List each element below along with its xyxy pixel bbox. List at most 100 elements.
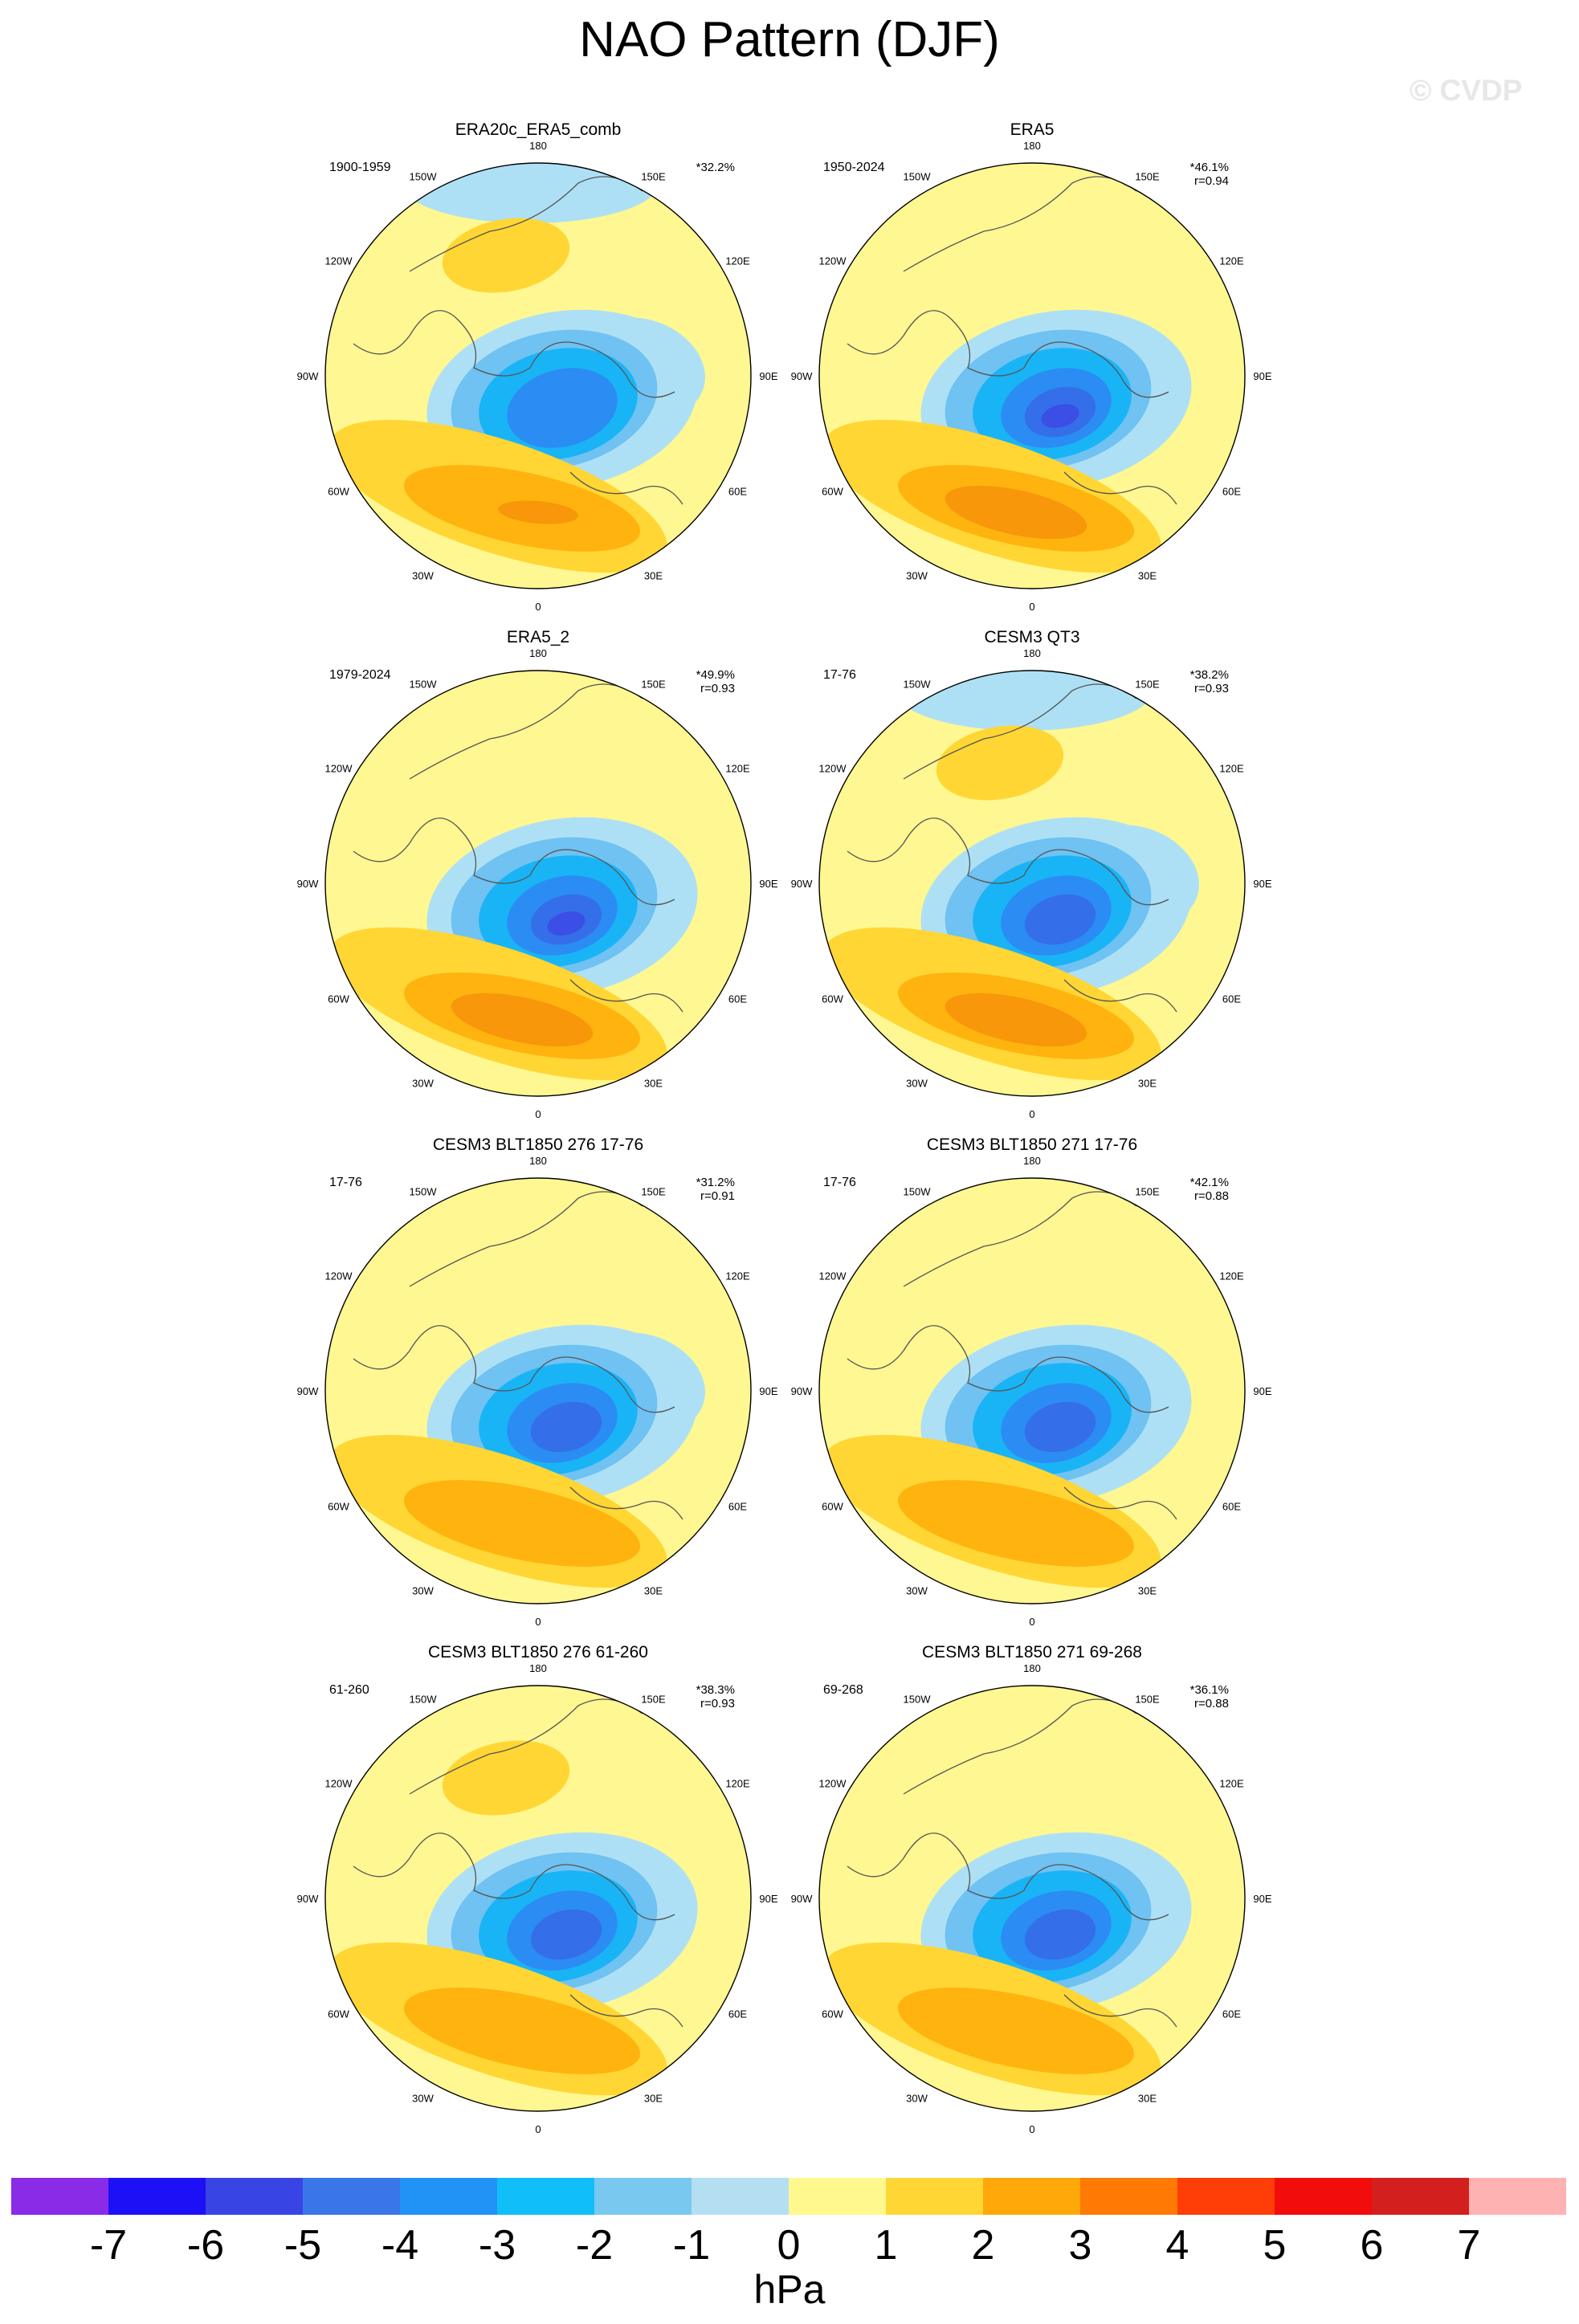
longitude-label: 90E [759,1385,777,1397]
negative-anomaly [1024,894,1096,945]
panel-title: CESM3 BLT1850 276 61-260 [428,1643,648,1661]
longitude-label: 150E [641,679,666,691]
longitude-label: 180 [529,647,547,659]
negative-anomaly [1024,1401,1096,1453]
longitude-label: 90E [759,370,777,382]
map-boundary [818,670,1246,1097]
longitude-label: 120E [725,1778,750,1790]
coastline [847,176,1177,505]
polar-map: 180 150E 120E 90E 60E 30E 0 30W 60W 90W 120W 150W [297,1662,778,2135]
colorbar-segment [594,2178,692,2215]
variance-percent: 46.1%* [1189,161,1229,174]
positive-anomaly [442,1740,570,1816]
colorbar-tick-label: 5 [1263,2222,1287,2269]
longitude-label: 150W [904,171,932,183]
map-panel: 180 150E 120E 90E 60E 30E 0 30W 60W 90W 120W 150W CE… [297,1643,875,2135]
polar-map: 180 150E 120E 90E 60E 30E 0 30W 60W 90W 120W 150W [791,1155,1272,1628]
longitude-label: 120W [325,763,353,775]
negative-anomaly [896,671,1153,731]
longitude-label: 180 [1023,140,1041,152]
negative-anomaly [530,1401,602,1453]
panel-period: 17-76 [823,668,856,682]
figure-title: NAO Pattern (DJF) [579,12,1000,67]
colorbar-segment [1275,2178,1372,2215]
longitude-label: 0 [1029,601,1034,613]
coastline [847,683,1177,1013]
longitude-label: 90E [1253,878,1271,890]
panel-variance: 38.2%* r=0.93 [1190,668,1229,695]
map-boundary [324,162,752,589]
longitude-label: 30W [412,1078,434,1090]
colorbar-tick-label: 6 [1360,2222,1384,2269]
longitude-label: 90W [791,1385,813,1397]
longitude-label: 120W [819,1270,847,1282]
colorbar-tick-label: -1 [672,2222,711,2269]
map-boundary [818,1177,1246,1604]
colorbar-segment [692,2178,789,2215]
longitude-label: 150W [904,1694,932,1706]
panel-title: CESM3 QT3 [984,628,1080,646]
panel-title: ERA20c_ERA5_comb [455,120,622,139]
longitude-label: 150E [1135,679,1160,691]
longitude-label: 150W [410,1186,438,1198]
pattern-correlation: r=0.93 [1194,682,1229,695]
colorbar-tick-label: 7 [1457,2222,1481,2269]
pattern-correlation: r=0.88 [1194,1697,1229,1710]
colorbar-segment [497,2178,594,2215]
longitude-label: 120E [725,255,750,267]
longitude-label: 180 [529,140,547,152]
panel-variance: 42.1%* r=0.88 [1190,1176,1229,1203]
longitude-label: 0 [535,1616,541,1628]
longitude-label: 150W [410,679,438,691]
longitude-label: 120E [725,1270,750,1282]
colorbar-segment [789,2178,886,2215]
longitude-label: 60W [328,2008,349,2020]
longitude-label: 120W [325,1270,353,1282]
longitude-label: 30W [906,1585,928,1597]
positive-anomaly [403,1988,641,2074]
pattern-correlation: r=0.94 [1194,174,1229,188]
variance-percent: 38.3%* [696,1683,735,1697]
panel-title: ERA5 [1010,120,1055,139]
longitude-label: 120W [325,1778,353,1790]
colorbar-tick-label: -7 [89,2222,128,2269]
map-boundary [818,1685,1246,2112]
map-boundary [324,1685,752,2112]
colorbar-segment [11,2178,108,2215]
negative-anomaly [507,368,618,448]
panel-variance: 38.3%* r=0.93 [696,1683,735,1710]
longitude-label: 90W [297,1893,319,1905]
positive-anomaly [897,1988,1135,2074]
colorbar-segment [1469,2178,1566,2215]
panel-period: 1950-2024 [823,161,885,174]
polar-map: 180 150E 120E 90E 60E 30E 0 30W 60W 90W 120W 150W [791,647,1272,1120]
colorbar-segment [108,2178,206,2215]
longitude-label: 90E [759,878,777,890]
colorbar-tick-label: -2 [575,2222,614,2269]
longitude-label: 60E [728,2008,747,2020]
longitude-label: 150E [641,1694,666,1706]
longitude-label: 30E [644,570,663,582]
variance-percent: 38.2%* [1189,668,1229,682]
colorbar-segment [983,2178,1080,2215]
longitude-label: 90W [791,1893,813,1905]
longitude-label: 180 [1023,1155,1041,1167]
longitude-label: 150W [410,1694,438,1706]
pattern-correlation: r=0.93 [700,682,735,695]
map-panel: 180 150E 120E 90E 60E 30E 0 30W 60W 90W 120W 150W CE… [791,1643,1369,2135]
longitude-label: 30E [1138,1078,1157,1090]
map-panel: 180 150E 120E 90E 60E 30E 0 30W 60W 90W 120W 150W CE… [297,1135,875,1628]
colorbar-tick-label: -3 [478,2222,516,2269]
longitude-label: 90E [759,1893,777,1905]
longitude-label: 60E [728,486,747,498]
pattern-correlation: r=0.91 [700,1189,735,1203]
colorbar-segment [303,2178,400,2215]
colorbar-segment [886,2178,983,2215]
panel-variance: 31.2%* r=0.91 [696,1176,735,1203]
longitude-label: 60E [1222,2008,1241,2020]
longitude-label: 90W [297,1385,319,1397]
coastline [847,1191,1177,1520]
polar-map: 180 150E 120E 90E 60E 30E 0 30W 60W 90W 120W 150W [297,1155,778,1628]
longitude-label: 60E [1222,993,1241,1005]
map-panel: 180 150E 120E 90E 60E 30E 0 30W 60W 90W 120W 150W CE… [791,628,1369,1120]
